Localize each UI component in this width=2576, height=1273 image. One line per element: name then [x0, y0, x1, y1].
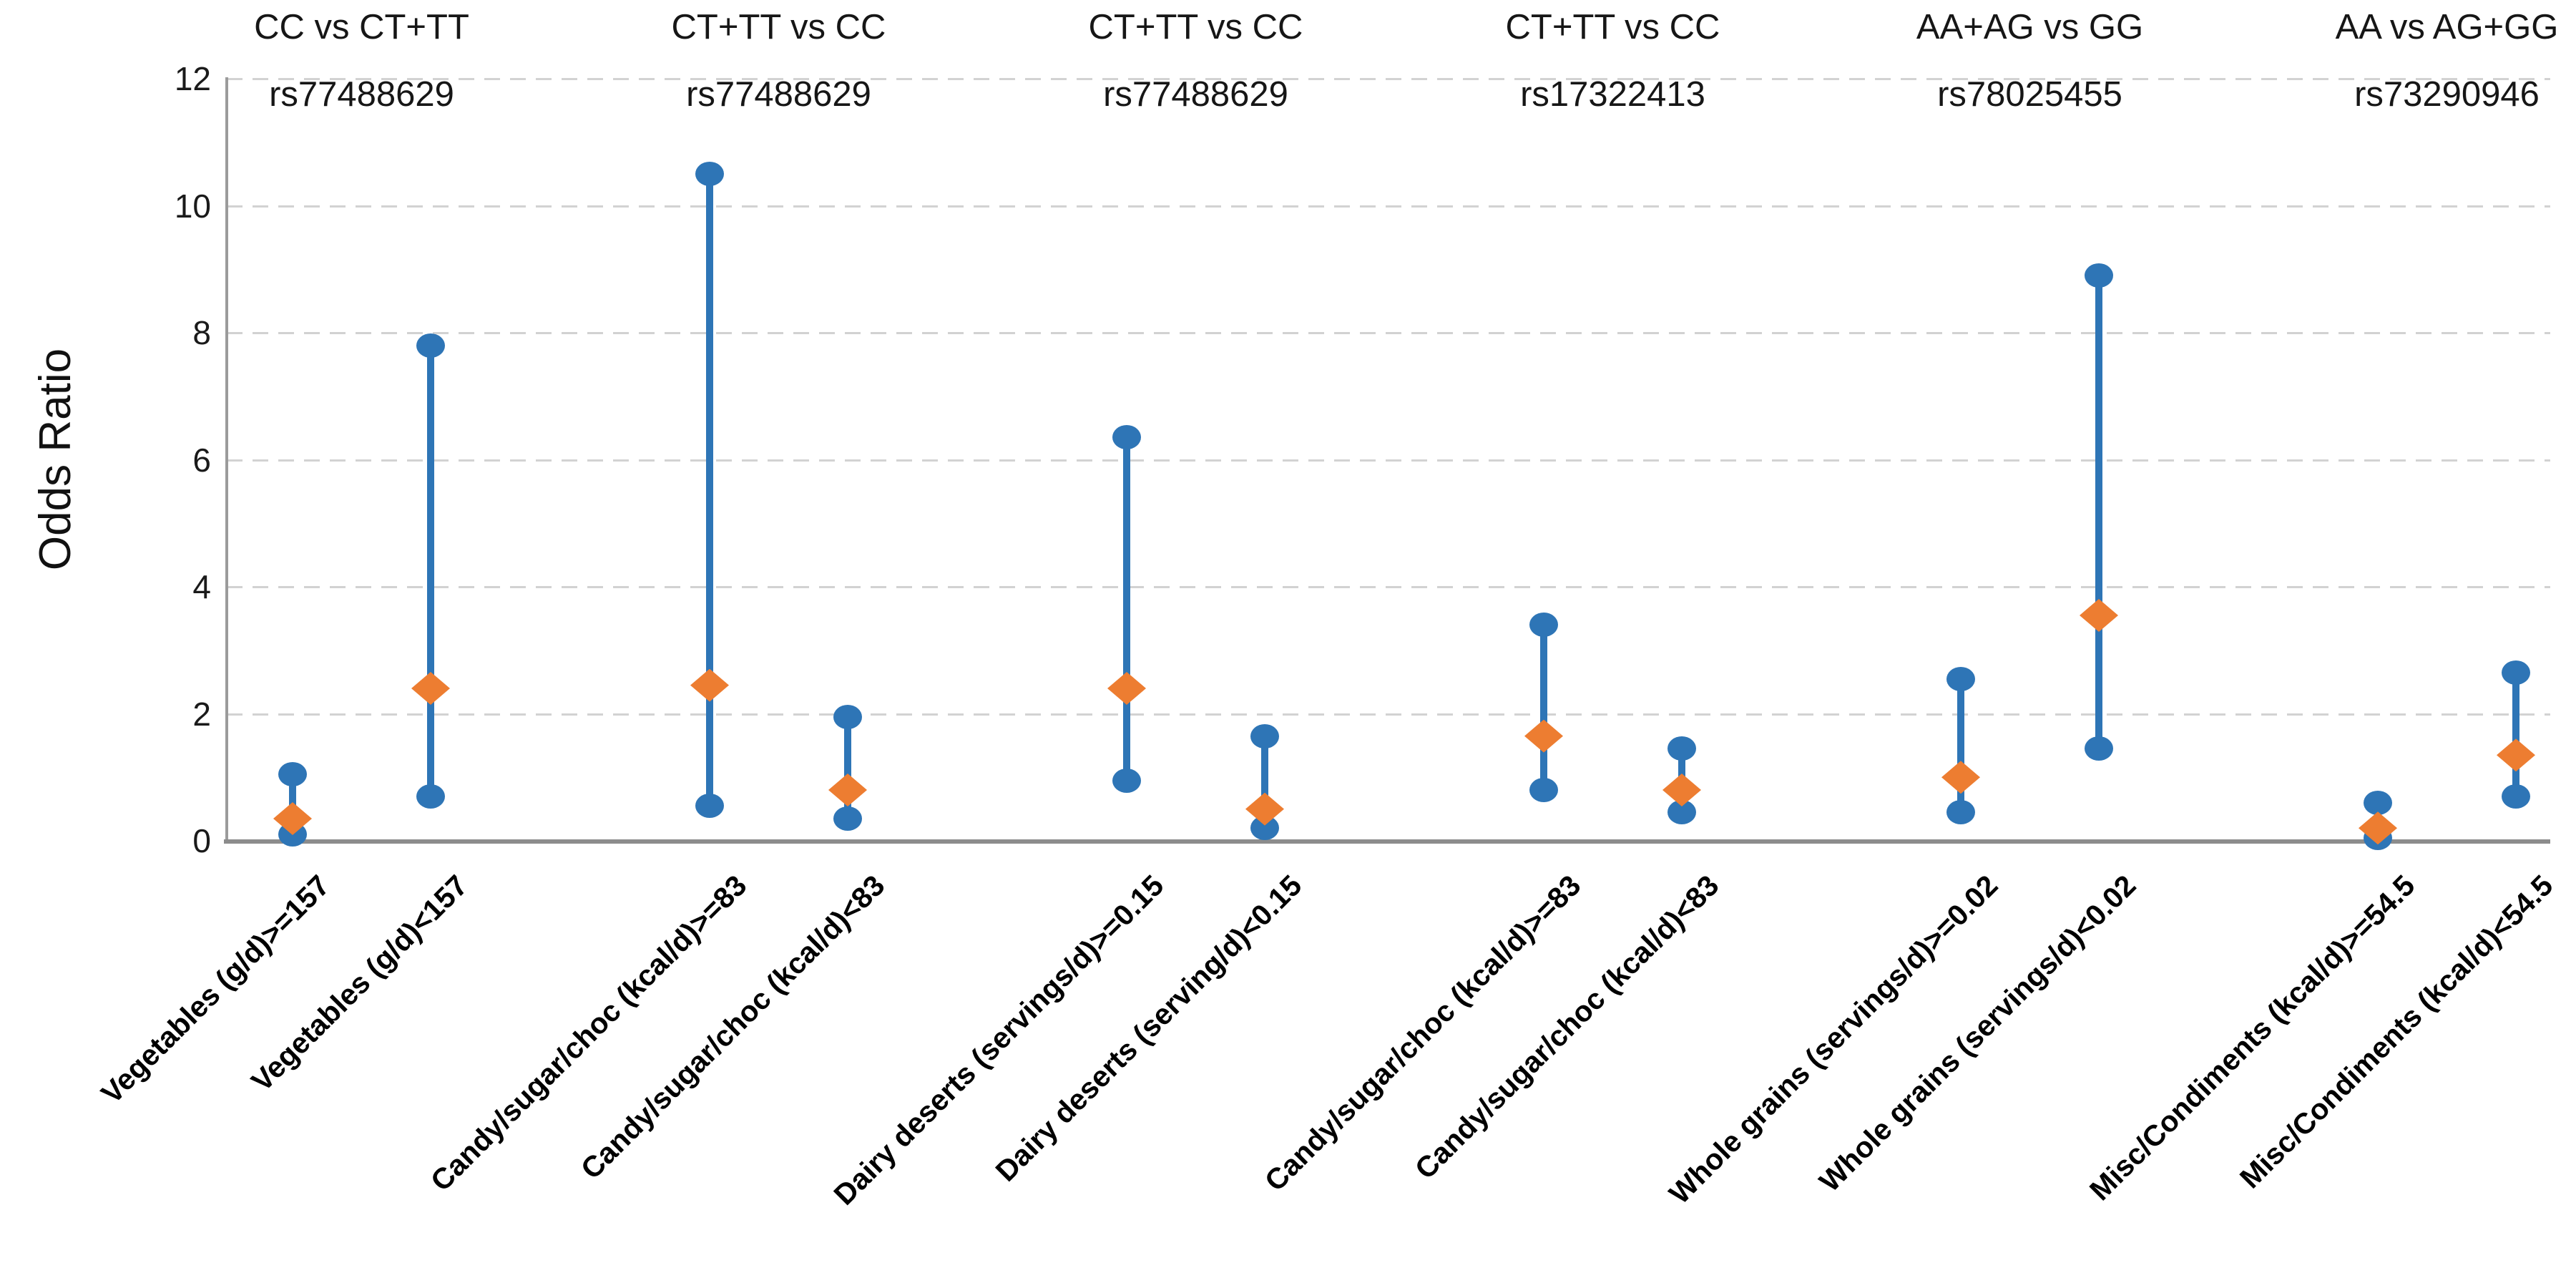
ci-upper-bound-dot: [1667, 736, 1696, 761]
ci-lower-bound-dot: [2502, 784, 2530, 809]
ci-whisker-line: [706, 174, 713, 806]
group-snp-id: rs77488629: [269, 75, 454, 114]
y-tick-label: 2: [192, 695, 211, 733]
ci-upper-bound-dot: [695, 162, 724, 187]
ci-lower-bound-dot: [416, 784, 445, 809]
ci-upper-bound-dot: [278, 761, 307, 786]
y-tick-label: 12: [174, 60, 211, 97]
odds-ratio-diamond: [411, 672, 450, 705]
odds-ratio-diamond: [1245, 792, 1284, 826]
y-tick-label: 8: [192, 314, 211, 351]
gridline: [227, 78, 2550, 80]
odds-ratio-diamond: [2080, 598, 2118, 632]
gridline: [227, 332, 2550, 334]
ci-whisker-line: [1123, 437, 1130, 781]
ci-lower-bound-dot: [695, 794, 724, 819]
ci-upper-bound-dot: [416, 333, 445, 358]
ci-whisker-line: [1957, 678, 1964, 813]
y-tick-label: 0: [192, 822, 211, 859]
y-axis-line: [225, 77, 228, 843]
ci-upper-bound-dot: [1112, 425, 1141, 450]
ci-upper-bound-dot: [1250, 723, 1279, 748]
ci-whisker-line: [844, 716, 851, 819]
odds-ratio-diamond: [2497, 738, 2535, 772]
group-snp-id: rs73290946: [2354, 75, 2540, 114]
odds-ratio-diamond: [828, 774, 867, 806]
gridline: [227, 586, 2550, 588]
ci-lower-bound-dot: [833, 806, 862, 831]
ci-lower-bound-dot: [1946, 800, 1975, 825]
group-comparison-title: CT+TT vs CC: [1505, 8, 1720, 47]
group-comparison-title: CT+TT vs CC: [1088, 8, 1303, 47]
odds-ratio-diamond: [1941, 761, 1980, 794]
ci-lower-bound-dot: [1112, 768, 1141, 793]
ci-upper-bound-dot: [2085, 263, 2113, 288]
odds-ratio-diamond: [1524, 719, 1563, 753]
group-comparison-title: CT+TT vs CC: [671, 8, 886, 47]
group-snp-id: rs77488629: [1103, 75, 1288, 114]
ci-whisker-line: [1261, 736, 1268, 829]
x-axis-line: [224, 839, 2550, 844]
group-comparison-title: CC vs CT+TT: [254, 8, 469, 47]
ci-whisker-line: [427, 345, 434, 796]
gridline: [227, 713, 2550, 716]
group-comparison-title: AA vs AG+GG: [2335, 8, 2559, 47]
ci-whisker-line: [2512, 672, 2519, 796]
ci-lower-bound-dot: [1529, 778, 1558, 802]
odds-ratio-diamond: [690, 668, 729, 702]
gridline: [227, 459, 2550, 462]
ci-upper-bound-dot: [1946, 666, 1975, 691]
group-snp-id: rs78025455: [1937, 75, 2122, 114]
odds-ratio-diamond: [1662, 774, 1701, 806]
ci-whisker-line: [1540, 625, 1547, 790]
y-tick-label: 6: [192, 441, 211, 479]
ci-lower-bound-dot: [2085, 736, 2113, 761]
group-snp-id: rs17322413: [1520, 75, 1705, 114]
gridline: [227, 205, 2550, 208]
ci-whisker-line: [2095, 275, 2102, 749]
group-snp-id: rs77488629: [686, 75, 871, 114]
y-tick-label: 10: [174, 187, 211, 225]
odds-ratio-diamond: [1107, 672, 1146, 705]
ci-upper-bound-dot: [2502, 660, 2530, 685]
ci-upper-bound-dot: [1529, 613, 1558, 638]
ci-upper-bound-dot: [2364, 790, 2392, 815]
group-comparison-title: AA+AG vs GG: [1916, 8, 2144, 47]
y-axis-title: Odds Ratio: [31, 348, 80, 571]
ci-upper-bound-dot: [833, 704, 862, 729]
y-tick-label: 4: [192, 568, 211, 605]
